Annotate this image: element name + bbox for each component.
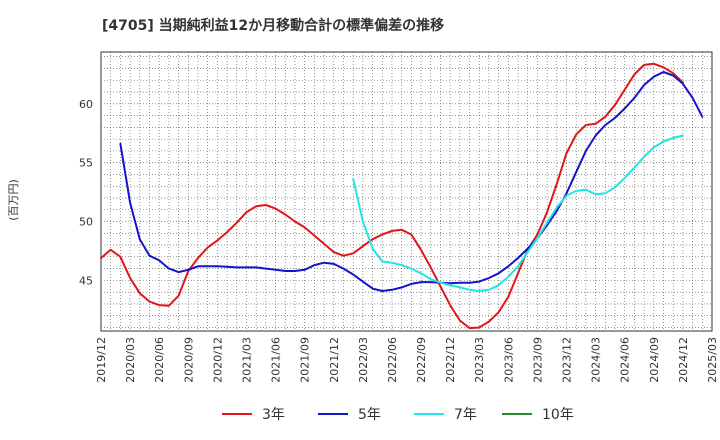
legend-label-2: 7年 (454, 407, 477, 423)
x-tick-label: 2025/03 (706, 337, 719, 383)
y-axis-label: (百万円) (7, 179, 20, 221)
y-tick-label: 50 (79, 216, 93, 229)
series-line-0 (100, 62, 684, 330)
legend-label-3: 10年 (542, 407, 574, 423)
legend-label-1: 5年 (358, 407, 381, 423)
series-line-1 (119, 71, 704, 292)
y-tick-label: 55 (79, 157, 93, 170)
plot-frame (100, 51, 713, 332)
x-tick-label: 2024/12 (677, 337, 690, 383)
x-tick-label: 2021/06 (270, 337, 283, 383)
y-tick-label: 45 (79, 274, 93, 287)
x-tick-label: 2023/06 (502, 337, 515, 383)
x-tick-label: 2024/03 (590, 337, 603, 383)
y-tick-label: 60 (79, 98, 93, 111)
series-line-2 (352, 134, 684, 292)
x-tick-label: 2023/09 (531, 337, 544, 383)
x-tick-label: 2020/12 (211, 337, 224, 383)
x-tick-label: 2021/09 (299, 337, 312, 383)
legend-label-0: 3年 (262, 407, 285, 423)
x-tick-label: 2020/09 (182, 337, 195, 383)
x-tick-label: 2022/06 (386, 337, 399, 383)
x-tick-label: 2024/09 (648, 337, 661, 383)
x-tick-label: 2022/03 (357, 337, 370, 383)
x-tick-label: 2020/03 (124, 337, 137, 383)
legend: 3年 5年 7年 10年 (222, 407, 574, 423)
x-tick-label: 2021/03 (240, 337, 253, 383)
x-tick-label: 2020/06 (153, 337, 166, 383)
x-tick-label: 2022/09 (415, 337, 428, 383)
chart-title: [4705] 当期純利益12か月移動合計の標準偏差の推移 (102, 17, 444, 34)
x-tick-label: 2021/12 (328, 337, 341, 383)
x-tick-label: 2023/03 (473, 337, 486, 383)
x-tick-label: 2019/12 (95, 337, 108, 383)
x-tick-label: 2024/06 (619, 337, 632, 383)
x-tick-label: 2023/12 (561, 337, 574, 383)
plot-area: 45 50 55 60 2019/12 2020/03 2020/06 2020/09 2020… (79, 51, 719, 383)
x-tick-label: 2022/12 (444, 337, 457, 383)
